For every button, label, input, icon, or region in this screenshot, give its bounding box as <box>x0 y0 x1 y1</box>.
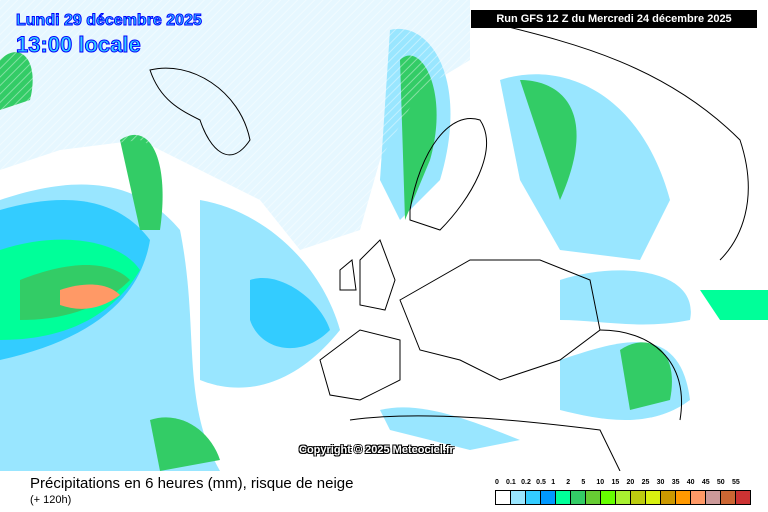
coastlines <box>149 19 749 471</box>
forecast-date: Lundi 29 décembre 2025 <box>16 12 203 30</box>
legend-label: 5 <box>581 479 586 486</box>
legend-swatch <box>661 491 676 504</box>
legend-swatch <box>511 491 526 504</box>
legend-label: 20 <box>626 479 635 486</box>
legend-label: 25 <box>641 479 650 486</box>
legend-label: 40 <box>686 479 695 486</box>
legend-swatch <box>721 491 736 504</box>
legend-swatch <box>526 491 541 504</box>
map-title: Précipitations en 6 heures (mm), risque … <box>30 475 354 492</box>
legend-label: 45 <box>701 479 710 486</box>
precip-areas <box>0 0 768 471</box>
legend-swatch <box>631 491 646 504</box>
legend-label: 0 <box>495 479 499 486</box>
legend-label: 15 <box>611 479 620 486</box>
legend-swatch <box>616 491 631 504</box>
legend-swatch <box>706 491 721 504</box>
legend-swatch <box>496 491 511 504</box>
legend-swatch <box>556 491 571 504</box>
legend-swatch <box>691 491 706 504</box>
copyright: Copyright © 2025 Meteociel.fr <box>299 444 454 456</box>
color-legend: 0 0.1 0.2 0.5 1 2 5 10 15 20 25 30 35 40 45 50 55 <box>495 479 755 505</box>
legend-label: 1 <box>551 479 556 486</box>
legend-swatch <box>571 491 586 504</box>
run-label: Run GFS 12 Z du Mercredi 24 décembre 202… <box>471 10 757 28</box>
legend-label: 55 <box>731 479 740 486</box>
lead-time: (+ 120h) <box>30 494 72 506</box>
precipitation-map <box>0 0 768 471</box>
legend-label: 10 <box>596 479 605 486</box>
legend-swatch <box>646 491 661 504</box>
legend-label: 0.5 <box>536 479 546 486</box>
forecast-time: 13:00 locale <box>16 32 142 58</box>
legend-swatch <box>601 491 616 504</box>
legend-label: 0.2 <box>521 479 531 486</box>
legend-swatch <box>586 491 601 504</box>
legend-swatch <box>541 491 556 504</box>
legend-label: 2 <box>566 479 571 486</box>
legend-swatch <box>736 491 750 504</box>
legend-label: 0.1 <box>506 479 516 486</box>
legend-label: 30 <box>656 479 665 486</box>
legend-label: 35 <box>671 479 680 486</box>
legend-label: 50 <box>716 479 725 486</box>
legend-swatch <box>676 491 691 504</box>
